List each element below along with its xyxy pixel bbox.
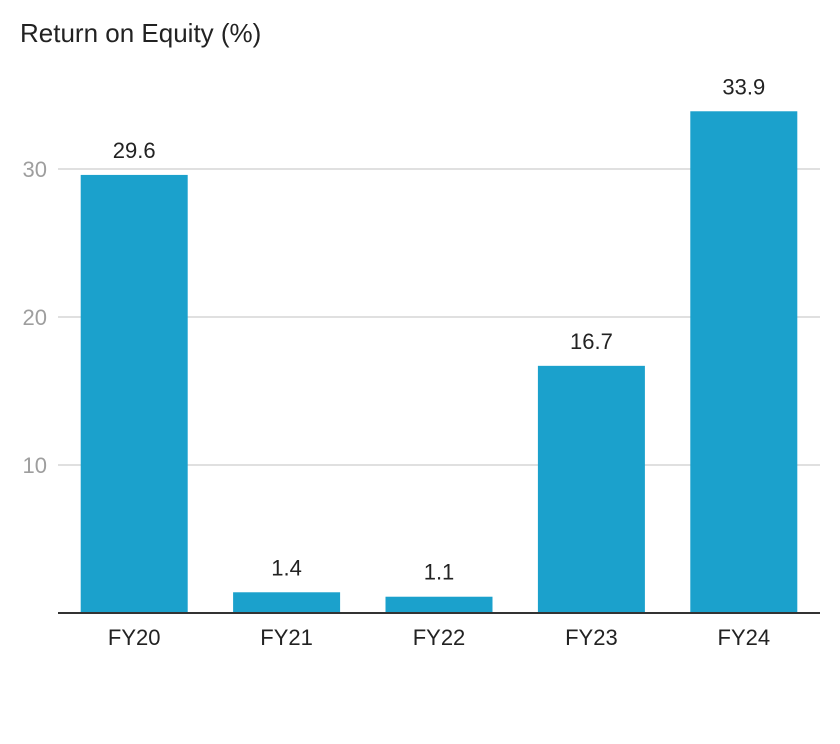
bar[interactable]: [385, 596, 493, 613]
y-tick-label: 20: [23, 305, 47, 330]
y-tick-label: 30: [23, 157, 47, 182]
data-labels: 29.6 1.4 1.1 16.7 33.9: [113, 74, 765, 584]
chart-title: Return on Equity (%): [20, 18, 262, 48]
data-label: 16.7: [570, 329, 613, 354]
bar[interactable]: [690, 111, 798, 613]
x-tick-label: FY23: [565, 625, 618, 650]
x-tick-label: FY21: [260, 625, 313, 650]
bar[interactable]: [233, 592, 341, 613]
bar[interactable]: [80, 174, 188, 614]
y-axis-ticks: 10 20 30: [23, 157, 47, 478]
data-label: 1.4: [271, 555, 302, 580]
data-label: 33.9: [722, 74, 765, 99]
x-tick-label: FY20: [108, 625, 161, 650]
x-tick-label: FY24: [718, 625, 771, 650]
bar[interactable]: [537, 365, 645, 613]
bars: [80, 111, 798, 614]
x-tick-label: FY22: [413, 625, 466, 650]
data-label: 29.6: [113, 138, 156, 163]
data-label: 1.1: [424, 560, 455, 585]
y-tick-label: 10: [23, 453, 47, 478]
x-axis-labels: FY20 FY21 FY22 FY23 FY24: [108, 625, 770, 650]
